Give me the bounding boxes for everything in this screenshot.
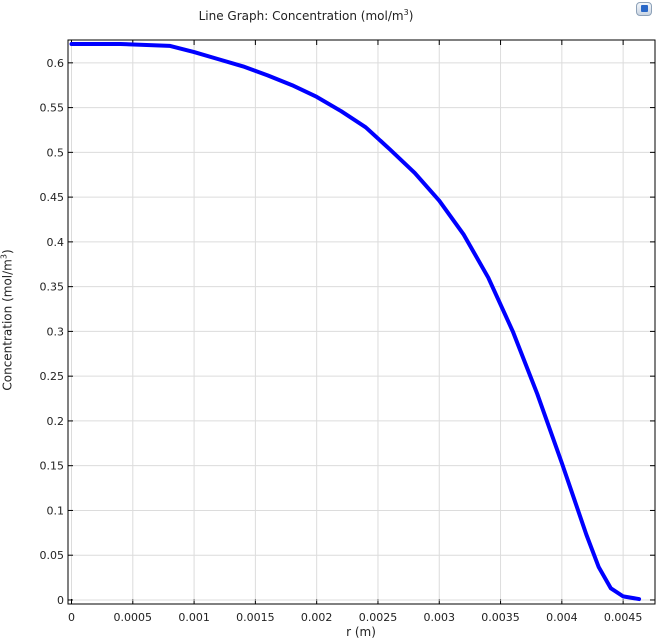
- y-tick-label: 0.5: [47, 146, 65, 159]
- image-export-icon[interactable]: [636, 2, 652, 16]
- concentration-line: [69, 42, 642, 602]
- y-tick-label: 0.2: [47, 415, 65, 428]
- y-tick-label: 0.45: [40, 191, 65, 204]
- x-tick-label: 0.002: [301, 611, 333, 624]
- x-tick-label: 0.0015: [236, 611, 275, 624]
- y-tick-label: 0.55: [40, 102, 65, 115]
- y-tick-label: 0.3: [47, 325, 65, 338]
- y-tick-label: 0.4: [47, 236, 65, 249]
- x-tick-label: 0.004: [546, 611, 578, 624]
- y-tick-label: 0.15: [40, 460, 65, 473]
- chart-title: Line Graph: Concentration (mol/m3): [198, 8, 414, 23]
- y-tick-label: 0.6: [47, 57, 65, 70]
- plot-frame: [67, 39, 656, 605]
- x-tick-label: 0.0025: [359, 611, 398, 624]
- y-tick-label: 0.05: [40, 549, 65, 562]
- x-axis-label: r (m): [346, 625, 376, 639]
- y-tick-label: 0.25: [40, 370, 65, 383]
- y-tick-label: 0.1: [47, 504, 65, 517]
- x-tick-label: 0.001: [178, 611, 210, 624]
- x-tick-label: 0.0005: [114, 611, 153, 624]
- x-tick-label: 0: [68, 611, 75, 624]
- y-tick-label: 0: [57, 594, 64, 607]
- x-tick-label: 0.003: [424, 611, 456, 624]
- x-tick-label: 0.0045: [604, 611, 643, 624]
- y-tick-label: 0.35: [40, 281, 65, 294]
- x-tick-label: 0.0035: [481, 611, 520, 624]
